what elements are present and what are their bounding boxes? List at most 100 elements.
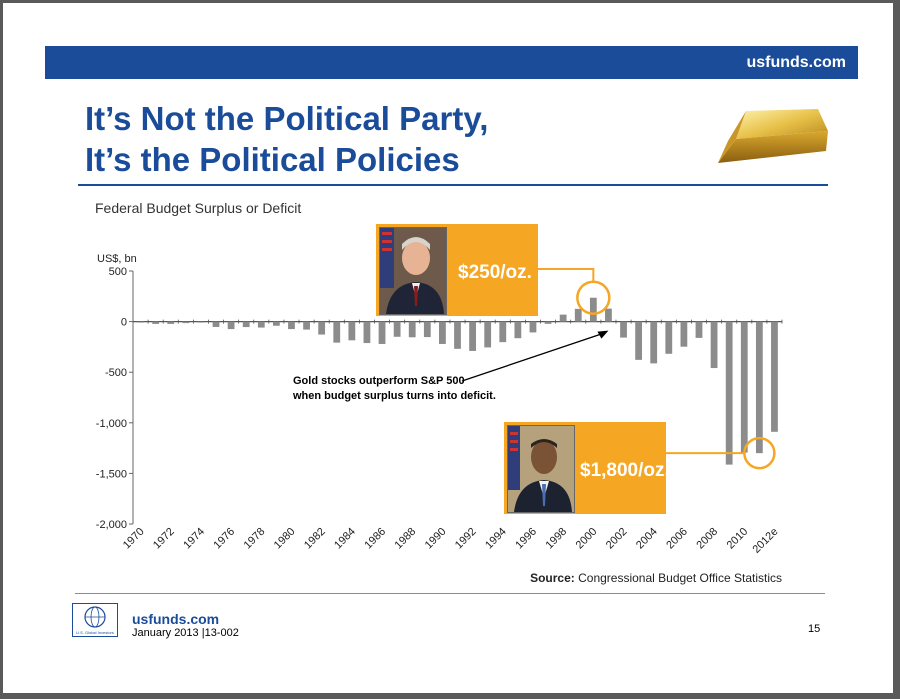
bar-1983 bbox=[333, 321, 341, 343]
title-line-1: It’s Not the Political Party, bbox=[85, 100, 489, 137]
bar-1989 bbox=[423, 321, 431, 338]
x-tick-label: 2004 bbox=[634, 526, 660, 552]
bar-1986 bbox=[378, 321, 386, 344]
bar-1995 bbox=[514, 321, 522, 339]
x-tick-label: 1974 bbox=[181, 526, 207, 552]
source-label: Source: bbox=[530, 571, 575, 585]
callout-clinton: $250/oz. bbox=[376, 224, 538, 316]
bar-1972 bbox=[167, 321, 175, 324]
obama-portrait bbox=[507, 425, 575, 513]
x-tick-label: 2012e bbox=[750, 526, 780, 556]
banner-url[interactable]: usfunds.com bbox=[746, 54, 846, 71]
y-tick-label: 0 bbox=[121, 317, 127, 329]
x-tick-label: 1978 bbox=[242, 526, 268, 552]
x-tick-label: 1998 bbox=[543, 526, 569, 552]
annotation-line-1: Gold stocks outperform S&P 500 bbox=[293, 375, 465, 387]
x-tick-label: 1982 bbox=[302, 526, 328, 552]
bar-1978 bbox=[257, 321, 265, 328]
x-tick-label: 2006 bbox=[664, 526, 690, 552]
bar-1982 bbox=[318, 321, 326, 335]
bar-1988 bbox=[408, 321, 416, 338]
y-tick-label: -1,500 bbox=[96, 468, 127, 480]
footer-date: January 2013 |13-002 bbox=[132, 627, 239, 639]
x-tick-label: 1976 bbox=[211, 526, 237, 552]
bar-1971 bbox=[152, 321, 160, 324]
x-tick-label: 2010 bbox=[725, 526, 751, 552]
bar-2011 bbox=[755, 321, 763, 454]
chart-title: Federal Budget Surplus or Deficit bbox=[95, 200, 302, 216]
bar-2006 bbox=[680, 321, 688, 347]
x-tick-label: 1990 bbox=[423, 526, 449, 552]
bar-2008 bbox=[710, 321, 718, 369]
page-number: 15 bbox=[808, 623, 821, 635]
title-line-2: It’s the Political Policies bbox=[85, 141, 460, 178]
bar-2010 bbox=[740, 321, 748, 453]
bar-1979 bbox=[272, 321, 280, 326]
x-tick-label: 1996 bbox=[513, 526, 539, 552]
source-text: Congressional Budget Office Statistics bbox=[578, 571, 782, 585]
bar-1996 bbox=[529, 321, 537, 333]
annotation-arrow-head bbox=[597, 330, 609, 339]
bar-2002 bbox=[620, 321, 627, 338]
footer-url[interactable]: usfunds.com bbox=[132, 611, 220, 627]
callout-clinton-price: $250/oz. bbox=[458, 262, 532, 283]
x-tick-label: 1988 bbox=[393, 526, 419, 552]
x-tick-label: 1986 bbox=[362, 526, 388, 552]
callout-obama-price: $1,800/oz. bbox=[580, 460, 670, 481]
x-tick-label: 2002 bbox=[604, 526, 630, 552]
bar-2001 bbox=[605, 308, 612, 322]
annotation-arrow-line bbox=[461, 332, 603, 382]
usgi-logo: U.S. Global Investors bbox=[72, 603, 118, 637]
bar-1994 bbox=[499, 321, 507, 343]
bar-2009 bbox=[725, 321, 733, 465]
y-axis-label: US$, bn bbox=[97, 253, 137, 265]
bar-1987 bbox=[393, 321, 401, 337]
gold-bar-image bbox=[718, 109, 828, 163]
bar-1992 bbox=[469, 321, 476, 351]
header-banner: usfunds.com bbox=[45, 46, 858, 79]
y-tick-label: -1,000 bbox=[96, 418, 127, 430]
bar-1990 bbox=[439, 321, 446, 344]
bar-1981 bbox=[303, 321, 310, 330]
x-tick-label: 2000 bbox=[574, 526, 600, 552]
bar-1974 bbox=[197, 321, 205, 323]
x-tick-label: 1984 bbox=[332, 526, 358, 552]
x-tick-label: 1992 bbox=[453, 526, 479, 552]
title-divider bbox=[78, 184, 828, 186]
bar-2003 bbox=[635, 321, 643, 360]
y-tick-label: 500 bbox=[109, 266, 127, 278]
bar-1999 bbox=[574, 308, 582, 322]
clinton-portrait bbox=[379, 227, 447, 315]
callout-obama: $1,800/oz. bbox=[504, 422, 670, 514]
bar-2004 bbox=[650, 321, 658, 364]
bar-1985 bbox=[363, 321, 371, 344]
bar-1984 bbox=[348, 321, 356, 341]
slide-title: It’s Not the Political Party, It’s the P… bbox=[85, 98, 488, 180]
bar-1980 bbox=[288, 321, 295, 330]
logo-text: U.S. Global Investors bbox=[76, 630, 114, 635]
bar-1998 bbox=[559, 314, 567, 322]
bar-2000 bbox=[589, 297, 597, 322]
x-tick-label: 1994 bbox=[483, 526, 509, 552]
bar-1975 bbox=[212, 321, 220, 327]
y-tick-label: -500 bbox=[105, 367, 127, 379]
annotation-line-2: when budget surplus turns into deficit. bbox=[293, 390, 496, 402]
source-note: Source: Congressional Budget Office Stat… bbox=[530, 571, 782, 585]
connector-2000 bbox=[538, 268, 595, 282]
bar-1991 bbox=[454, 321, 461, 349]
bar-2012e bbox=[771, 321, 778, 432]
bar-2005 bbox=[665, 321, 673, 354]
bar-2007 bbox=[695, 321, 703, 338]
bar-1976 bbox=[227, 321, 235, 330]
bar-1993 bbox=[484, 321, 492, 348]
chart-annotation: Gold stocks outperform S&P 500 when budg… bbox=[293, 374, 496, 404]
bar-1970 bbox=[137, 321, 144, 323]
y-tick-label: -2,000 bbox=[96, 519, 127, 531]
x-tick-label: 2008 bbox=[694, 526, 720, 552]
bar-1977 bbox=[242, 321, 250, 328]
x-tick-label: 1972 bbox=[151, 526, 177, 552]
x-tick-label: 1980 bbox=[272, 526, 298, 552]
footer-divider bbox=[75, 593, 825, 594]
bar-1997 bbox=[544, 321, 552, 324]
